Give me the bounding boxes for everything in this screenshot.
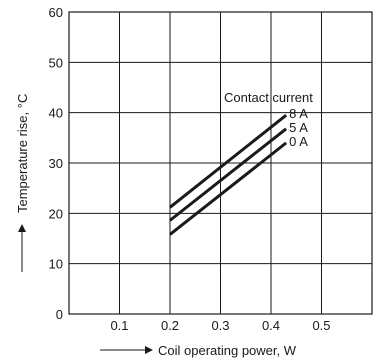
series-label: 8 A — [289, 106, 308, 121]
y-tick-label: 60 — [49, 5, 63, 20]
series-line — [169, 141, 288, 236]
y-axis-label: Temperature rise, °C — [15, 94, 30, 213]
plot-area-frame — [68, 11, 373, 315]
y-tick-label: 40 — [49, 106, 63, 121]
x-axis-label-arrowhead — [145, 346, 153, 354]
series-label: 5 A — [289, 120, 308, 135]
x-tick-label: 0.1 — [110, 318, 128, 333]
y-tick-label: 10 — [49, 257, 63, 272]
x-axis-ticks: 0.1 0.2 0.3 0.4 0.5 — [110, 318, 330, 333]
legend-title: Contact current — [224, 90, 313, 105]
y-axis-ticks: 0 10 20 30 40 50 60 — [49, 5, 63, 322]
x-tick-label: 0.2 — [161, 318, 179, 333]
y-axis-label-arrowhead — [18, 224, 26, 232]
x-tick-label: 0.3 — [211, 318, 229, 333]
x-axis-label: Coil operating power, W — [158, 343, 297, 358]
series-line — [169, 114, 288, 209]
series-label: 0 A — [289, 134, 308, 149]
y-tick-label: 50 — [49, 55, 63, 70]
x-tick-label: 0.5 — [312, 318, 330, 333]
series-lines — [169, 114, 288, 236]
y-tick-label: 30 — [49, 156, 63, 171]
grid-lines — [69, 12, 372, 314]
y-tick-label: 0 — [56, 307, 63, 322]
x-tick-label: 0.4 — [262, 318, 280, 333]
series-labels: 8 A5 A0 A — [289, 106, 308, 149]
series-line — [169, 127, 288, 222]
y-tick-label: 20 — [49, 206, 63, 221]
